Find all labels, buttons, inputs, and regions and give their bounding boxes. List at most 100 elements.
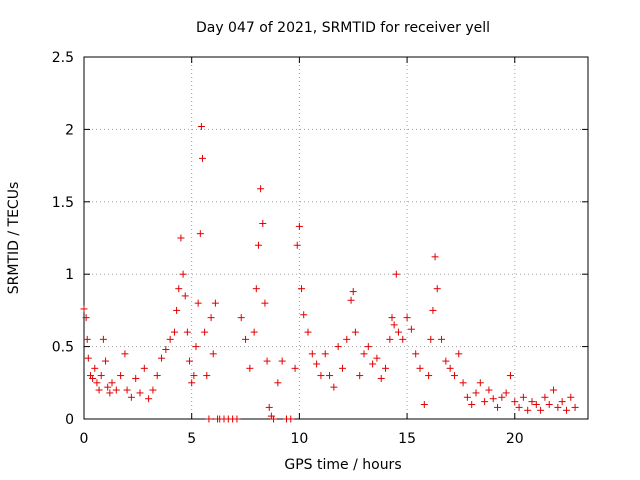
data-point xyxy=(317,372,325,380)
x-tick-labels: 0 5 10 15 20 xyxy=(80,431,524,447)
data-point xyxy=(558,398,566,406)
data-point xyxy=(265,403,273,411)
data-point xyxy=(416,364,424,372)
data-point xyxy=(108,379,116,387)
data-point xyxy=(173,306,181,314)
data-point xyxy=(334,343,342,351)
data-point xyxy=(190,372,198,380)
data-point xyxy=(502,389,510,397)
data-point xyxy=(356,372,364,380)
y-tick-label: 2 xyxy=(65,122,74,138)
data-point xyxy=(498,393,506,401)
data-point xyxy=(207,314,215,322)
data-point xyxy=(242,335,250,343)
data-point xyxy=(388,314,396,322)
data-point xyxy=(298,285,306,293)
data-point xyxy=(459,379,467,387)
y-tick-label: 1.5 xyxy=(52,195,74,211)
data-point xyxy=(485,386,493,394)
data-point xyxy=(278,357,286,365)
data-point xyxy=(192,343,200,351)
data-point xyxy=(386,335,394,343)
data-point xyxy=(153,372,161,380)
data-point xyxy=(136,389,144,397)
data-point xyxy=(481,398,489,406)
data-point xyxy=(201,328,209,336)
data-point xyxy=(196,230,204,238)
data-point xyxy=(455,350,463,358)
data-point xyxy=(524,406,532,414)
data-point xyxy=(489,395,497,403)
data-point xyxy=(198,154,206,162)
data-point xyxy=(102,357,110,365)
data-point xyxy=(188,379,196,387)
data-point xyxy=(351,328,359,336)
data-point xyxy=(162,345,170,353)
data-point xyxy=(145,395,153,403)
data-point xyxy=(360,350,368,358)
data-point xyxy=(177,234,185,242)
data-point xyxy=(382,364,390,372)
x-tick-label: 0 xyxy=(80,431,89,447)
data-point xyxy=(186,357,194,365)
data-point xyxy=(181,292,189,300)
data-point xyxy=(511,398,519,406)
data-point xyxy=(205,415,213,423)
data-point xyxy=(257,185,265,193)
data-point xyxy=(158,354,166,362)
y-tick-label: 2.5 xyxy=(52,50,74,66)
data-point xyxy=(506,372,514,380)
data-point xyxy=(532,401,540,409)
x-tick-label: 20 xyxy=(506,431,524,447)
data-point xyxy=(252,285,260,293)
data-point xyxy=(394,328,402,336)
data-point xyxy=(140,364,148,372)
data-point xyxy=(291,364,299,372)
data-point xyxy=(83,335,91,343)
data-point xyxy=(412,350,420,358)
data-point xyxy=(463,393,471,401)
data-point xyxy=(472,389,480,397)
chart-title: Day 047 of 2021, SRMTID for receiver yel… xyxy=(196,20,490,36)
data-point xyxy=(121,350,129,358)
data-point xyxy=(330,383,338,391)
data-point xyxy=(468,401,476,409)
data-point xyxy=(347,296,355,304)
data-point xyxy=(250,328,258,336)
data-point xyxy=(237,314,245,322)
x-tick-label: 15 xyxy=(398,431,416,447)
data-point xyxy=(127,393,135,401)
data-point xyxy=(287,415,295,423)
data-point xyxy=(494,403,502,411)
data-point xyxy=(99,335,107,343)
data-point xyxy=(407,325,415,333)
plot-frame xyxy=(83,56,589,420)
data-point xyxy=(84,354,92,362)
data-point xyxy=(300,311,308,319)
data-point xyxy=(293,241,301,249)
x-tick-label: 10 xyxy=(290,431,308,447)
data-point xyxy=(399,335,407,343)
data-point xyxy=(149,386,157,394)
data-point xyxy=(537,406,545,414)
data-point xyxy=(203,372,211,380)
data-point xyxy=(349,288,357,296)
data-point xyxy=(175,285,183,293)
data-point xyxy=(117,372,125,380)
data-point xyxy=(263,357,271,365)
data-point xyxy=(233,415,241,423)
data-point xyxy=(369,360,377,368)
data-point xyxy=(106,389,114,397)
data-point xyxy=(567,393,575,401)
data-point xyxy=(519,393,527,401)
data-point xyxy=(476,379,484,387)
data-point xyxy=(246,364,254,372)
data-point xyxy=(343,335,351,343)
data-point xyxy=(259,220,267,228)
data-point xyxy=(123,386,131,394)
data-point xyxy=(377,374,385,382)
data-point xyxy=(183,328,191,336)
data-point xyxy=(321,350,329,358)
data-point xyxy=(91,364,99,372)
